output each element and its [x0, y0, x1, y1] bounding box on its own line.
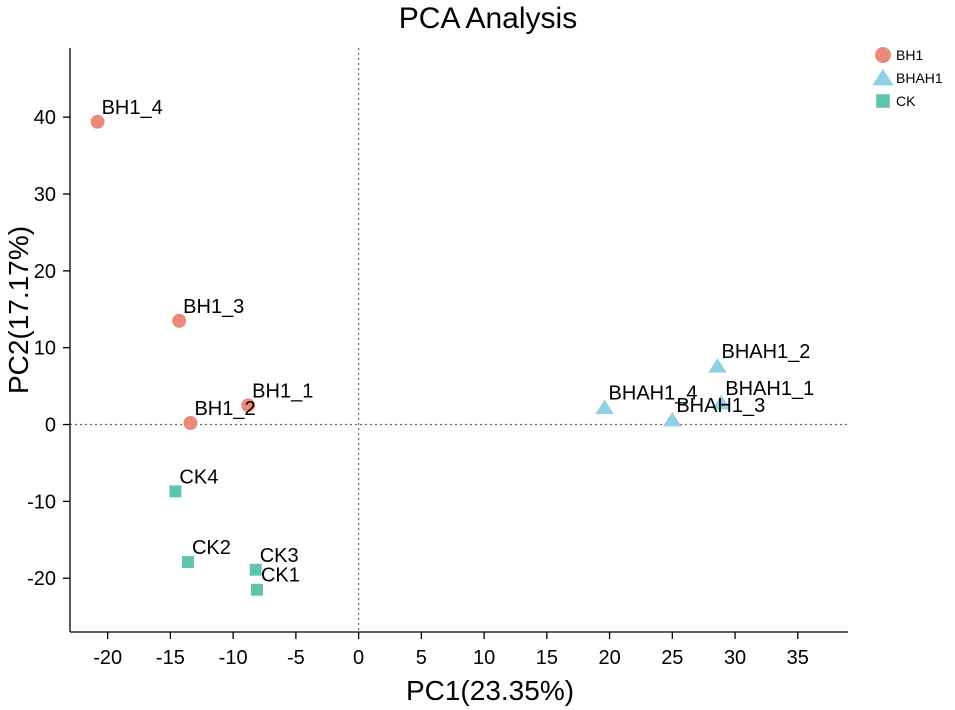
point-ck3	[249, 563, 262, 576]
legend-marker-bh1	[875, 47, 891, 63]
legend-label-bh1: BH1	[896, 47, 923, 63]
point-label-bhah1-3: BHAH1_3	[676, 395, 765, 417]
point-label-bh1-4: BH1_4	[102, 97, 163, 119]
point-bh1-3	[172, 313, 187, 328]
y-tick-label: 30	[34, 184, 56, 206]
x-tick-label: -5	[287, 647, 305, 669]
zero-reference-lines	[70, 48, 848, 632]
x-tick-label: -20	[93, 647, 122, 669]
point-label-bhah1-2: BHAH1_2	[721, 341, 810, 363]
x-tick-label: 20	[598, 647, 620, 669]
point-bhah1-3	[663, 411, 682, 427]
point-ck4	[169, 485, 182, 498]
point-ck1	[251, 583, 263, 596]
x-tick-label: 30	[724, 647, 746, 669]
y-tick-label: 40	[34, 107, 56, 129]
legend-label-bhah1: BHAH1	[896, 70, 943, 86]
x-tick-label: 10	[473, 647, 495, 669]
y-tick-label: -10	[27, 491, 56, 513]
x-tick-label: 35	[787, 647, 809, 669]
point-labels: BH1_4BH1_3BH1_1BH1_2BHAH1_2BHAH1_1BHAH1_…	[102, 97, 815, 587]
point-label-ck4: CK4	[179, 466, 218, 488]
point-label-bh1-3: BH1_3	[183, 296, 244, 318]
x-tick-label: 25	[661, 647, 683, 669]
point-bh1-1	[241, 398, 256, 413]
axes: -20 -15 -10 -5 0 5 10 15 20 25 30 35 -20 -10 0 10 20 30 40	[27, 48, 848, 669]
y-tick-label: 20	[34, 261, 56, 283]
legend-marker-ck	[876, 94, 890, 108]
legend-label-ck: CK	[896, 93, 916, 109]
legend-marker-bhah1	[872, 68, 894, 86]
x-tick-label: 15	[536, 647, 558, 669]
data-points	[90, 114, 731, 596]
point-label-ck3: CK3	[260, 545, 299, 567]
x-tick-label: -15	[156, 647, 185, 669]
point-bh1-2	[183, 415, 198, 430]
x-tick-label: 5	[416, 647, 427, 669]
y-tick-label: 10	[34, 338, 56, 360]
point-bhah1-4	[595, 399, 614, 415]
point-ck2	[182, 556, 194, 569]
point-label-bhah1-4: BHAH1_4	[609, 383, 698, 405]
point-bh1-4	[90, 114, 105, 129]
point-label-bh1-2: BH1_2	[194, 398, 255, 420]
x-tick-label: 0	[353, 647, 364, 669]
y-tick-label: 0	[45, 415, 56, 437]
point-bhah1-1	[712, 394, 731, 410]
point-bhah1-2	[708, 358, 727, 373]
point-label-ck2: CK2	[192, 537, 231, 559]
point-label-ck1: CK1	[261, 565, 300, 587]
point-label-bh1-1: BH1_1	[252, 380, 313, 402]
x-tick-label: -10	[219, 647, 248, 669]
point-label-bhah1-1: BHAH1_1	[725, 378, 814, 400]
legend: BH1 BHAH1 CK	[872, 47, 943, 109]
y-tick-label: -20	[27, 568, 56, 590]
y-axis-label: PC2(17.17%)	[3, 226, 34, 394]
x-axis-label: PC1(23.35%)	[406, 675, 574, 706]
chart-title: PCA Analysis	[399, 2, 577, 35]
